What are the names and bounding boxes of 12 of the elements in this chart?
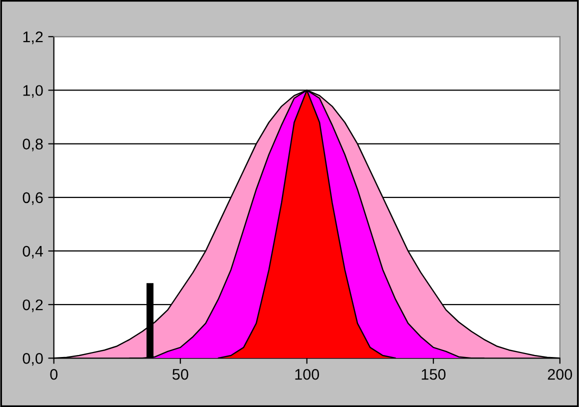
y-tick-label: 0,4 <box>22 246 43 258</box>
x-tick-label: 50 <box>172 368 188 380</box>
x-tick-label: 0 <box>50 368 58 380</box>
x-tick-label: 200 <box>548 368 572 380</box>
x-tick-label: 100 <box>295 368 320 380</box>
y-tick-label: 1,2 <box>23 32 43 44</box>
y-tick-label: 0,2 <box>22 299 43 312</box>
y-tick-label: 0,6 <box>22 192 43 205</box>
y-tick-label: 0,0 <box>22 353 43 366</box>
y-tick-label: 0,8 <box>22 138 43 152</box>
y-tick-label: 1,0 <box>23 85 43 98</box>
x-tick-label: 150 <box>422 368 446 380</box>
